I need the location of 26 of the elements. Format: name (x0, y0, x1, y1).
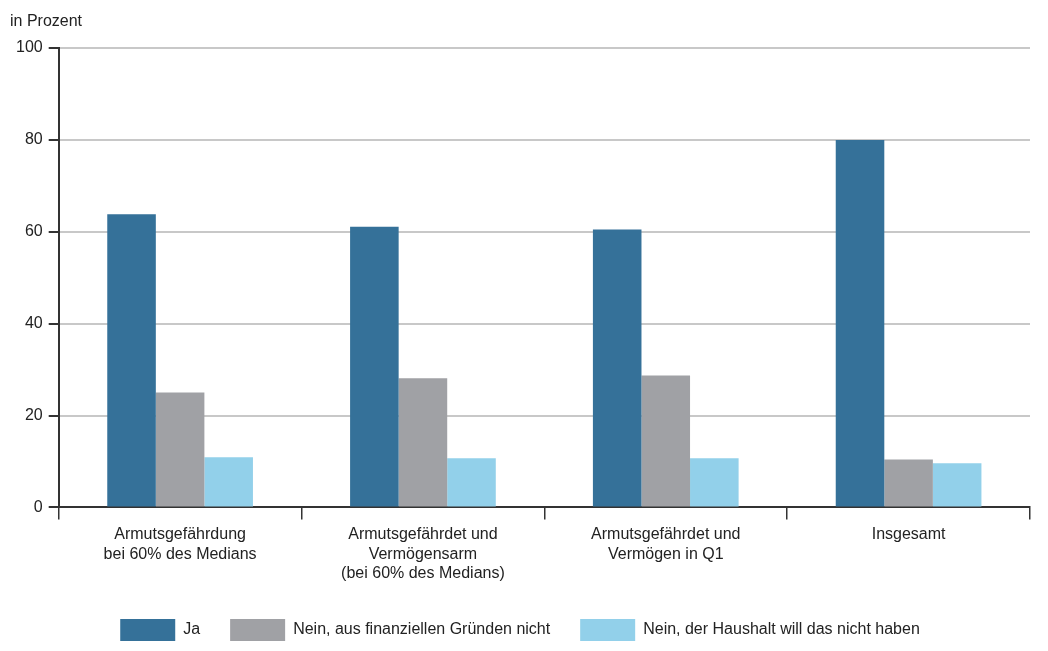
x-tick-label: Armutsgefährdung bei 60% des Medians (103, 525, 257, 562)
legend-label: Nein, der Haushalt will das nicht haben (643, 620, 920, 638)
bar (350, 226, 399, 507)
x-tick-label: Armutsgefährdet und Vermögensarm (bei 60% des Medians) (341, 525, 505, 581)
bar (835, 139, 885, 507)
bar (204, 457, 253, 507)
y-tick-label: 80 (24, 130, 43, 148)
bar (398, 378, 448, 507)
y-tick-label: 100 (15, 38, 43, 56)
y-tick-label: 40 (24, 314, 43, 332)
y-tick-label: 0 (33, 497, 43, 515)
y-tick-label: 60 (24, 222, 43, 240)
legend-label: Nein, aus finanziellen Gründen nicht (293, 620, 551, 638)
x-tick-label: Insgesamt (871, 525, 947, 543)
x-tick-label: Armutsgefährdet und Vermögen in Q1 (591, 525, 741, 562)
bar (932, 463, 982, 507)
y-axis-title: in Prozent (10, 12, 83, 30)
bar (107, 214, 156, 507)
bar (641, 375, 691, 507)
bar (884, 459, 933, 507)
bar (690, 458, 739, 507)
y-tick-label: 20 (24, 405, 43, 423)
bar (447, 458, 496, 507)
legend-label: Ja (183, 620, 201, 638)
bar (155, 392, 205, 507)
bar (592, 229, 642, 507)
